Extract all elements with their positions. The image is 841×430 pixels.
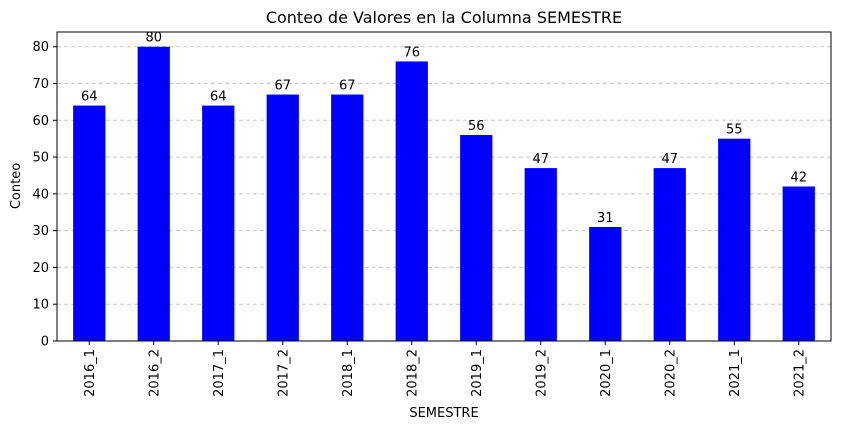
x-tick-label-2019_2: 2019_2 bbox=[534, 349, 549, 397]
bar-2021_1 bbox=[718, 138, 751, 341]
data-labels: 64 80 64 67 67 76 56 47 31 47 55 42 bbox=[81, 31, 807, 226]
x-tick-label-2016_2: 2016_2 bbox=[147, 349, 162, 397]
data-label-2016_2: 80 bbox=[145, 31, 162, 46]
data-label-2021_2: 42 bbox=[790, 171, 807, 186]
y-tick-label: 60 bbox=[32, 114, 49, 129]
x-tick-label-2017_2: 2017_2 bbox=[276, 349, 291, 397]
gridlines bbox=[57, 46, 831, 342]
y-tick-label: 40 bbox=[32, 187, 49, 202]
bars bbox=[73, 46, 815, 342]
bar-2018_2 bbox=[395, 61, 428, 342]
x-tick-label-2020_1: 2020_1 bbox=[599, 349, 614, 397]
x-tick-label-2017_1: 2017_1 bbox=[212, 349, 227, 397]
y-tick-label: 50 bbox=[32, 151, 49, 166]
y-tick-label: 10 bbox=[32, 298, 49, 313]
data-label-2017_2: 67 bbox=[274, 79, 291, 94]
x-tick-label-2021_2: 2021_2 bbox=[792, 349, 807, 397]
data-label-2016_1: 64 bbox=[81, 90, 98, 105]
x-tick-label-2019_1: 2019_1 bbox=[470, 349, 485, 397]
bar-2017_1 bbox=[202, 105, 235, 341]
bar-2019_2 bbox=[524, 168, 557, 341]
y-tick-label: 80 bbox=[32, 40, 49, 55]
x-tick-label-2020_2: 2020_2 bbox=[663, 349, 678, 397]
bar-2018_1 bbox=[331, 94, 364, 342]
data-label-2020_1: 31 bbox=[597, 211, 614, 226]
x-tick-label-2021_1: 2021_1 bbox=[728, 349, 743, 397]
y-tick-label: 70 bbox=[32, 77, 49, 92]
x-axis-ticks: 2016_1 2016_2 2017_1 2017_2 2018_1 2018_2 2019… bbox=[83, 341, 807, 397]
bar-2020_1 bbox=[589, 226, 622, 341]
y-tick-label: 20 bbox=[32, 261, 49, 276]
bar-2016_2 bbox=[137, 46, 170, 341]
x-tick-label-2018_1: 2018_1 bbox=[341, 349, 356, 397]
x-tick-label-2018_2: 2018_2 bbox=[405, 349, 420, 397]
data-label-2018_2: 76 bbox=[403, 45, 420, 60]
data-label-2020_2: 47 bbox=[661, 152, 678, 167]
bar-2016_1 bbox=[73, 105, 106, 341]
data-label-2019_2: 47 bbox=[532, 152, 549, 167]
x-tick-label-2016_1: 2016_1 bbox=[83, 349, 98, 397]
bar-2017_2 bbox=[266, 94, 299, 342]
bar-2019_1 bbox=[460, 135, 493, 341]
y-axis-ticks: 0 10 20 30 40 50 60 70 80 bbox=[32, 40, 57, 350]
chart-title: Conteo de Valores en la Columna SEMESTRE bbox=[266, 8, 622, 27]
x-axis-label: SEMESTRE bbox=[409, 406, 478, 421]
data-label-2019_1: 56 bbox=[468, 119, 485, 134]
bar-2020_2 bbox=[653, 168, 686, 341]
y-axis-label: Conteo bbox=[9, 163, 24, 209]
data-label-2017_1: 64 bbox=[210, 90, 227, 105]
data-label-2018_1: 67 bbox=[339, 79, 356, 94]
data-label-2021_1: 55 bbox=[726, 123, 743, 138]
bar-2021_2 bbox=[782, 186, 815, 341]
plot-frame bbox=[56, 31, 832, 342]
y-tick-label: 30 bbox=[32, 224, 49, 239]
y-tick-label: 0 bbox=[41, 335, 49, 350]
